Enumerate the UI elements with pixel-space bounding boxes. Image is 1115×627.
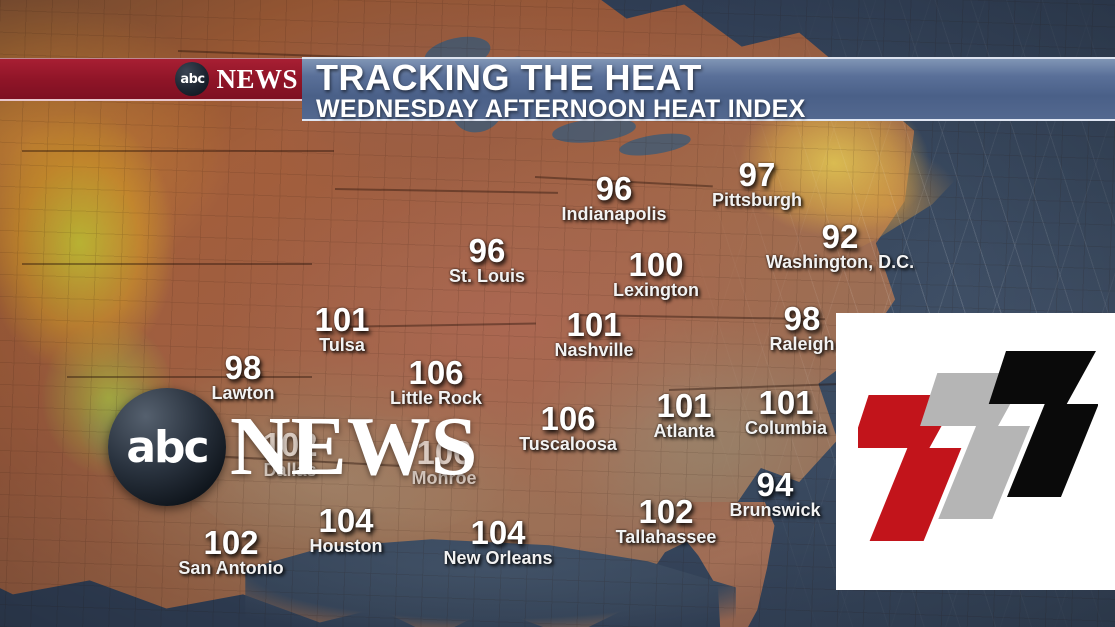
news-logo-text: NEWS <box>216 63 298 94</box>
city-name: Lexington <box>613 280 699 300</box>
city-label: 106 Monroe <box>411 434 477 488</box>
temperature-value: 101 <box>566 306 622 343</box>
city-name: Pittsburgh <box>712 190 802 210</box>
abc-logo-text: abc <box>180 71 205 87</box>
city-name: Houston <box>309 536 383 556</box>
abc-news-logo: abc NEWS <box>175 62 298 96</box>
city-label: 106 Tuscaloosa <box>519 400 617 454</box>
watermark-abc-text: abc <box>126 421 209 473</box>
temperature-value: 102 <box>203 524 259 561</box>
city-label: 102 San Antonio <box>178 524 284 578</box>
temperature-value: 104 <box>470 514 526 551</box>
temperature-value: 101 <box>758 384 814 421</box>
city-label: 104 New Orleans <box>443 514 553 568</box>
city-label: 96 Indianapolis <box>561 170 667 224</box>
title-bar: TRACKING THE HEAT WEDNESDAY AFTERNOON HE… <box>302 57 1115 123</box>
temperature-value: 106 <box>540 400 596 437</box>
temperature-value: 98 <box>224 349 262 386</box>
temperature-value: 102 <box>262 426 318 463</box>
city-label: 106 Little Rock <box>389 354 483 408</box>
city-label: 98 Raleigh <box>769 300 835 354</box>
temperature-value: 106 <box>408 354 464 391</box>
city-name: Indianapolis <box>561 204 667 224</box>
city-label: 92 Washington, D.C. <box>765 218 915 272</box>
city-name: New Orleans <box>443 548 553 568</box>
network-logo-bar: abc NEWS <box>0 58 320 101</box>
ttt-logo-box <box>836 313 1115 590</box>
temperature-value: 101 <box>314 301 370 338</box>
city-label: 101 Nashville <box>554 306 634 360</box>
city-name: Tulsa <box>319 335 365 355</box>
city-name: Raleigh <box>769 334 835 354</box>
city-label: 94 Brunswick <box>729 466 821 520</box>
city-name: Dallas <box>263 460 317 480</box>
temperature-value: 96 <box>468 232 506 269</box>
watermark-news-text: NEWS <box>230 400 478 493</box>
city-label: 104 Houston <box>309 502 383 556</box>
temperature-value: 97 <box>738 156 776 193</box>
city-label: 102 Dallas <box>262 426 318 480</box>
abc-news-watermark: abc NEWS <box>108 388 477 506</box>
temperature-value: 104 <box>318 502 374 539</box>
city-name: Columbia <box>744 418 828 438</box>
page-subtitle: WEDNESDAY AFTERNOON HEAT INDEX <box>316 95 806 123</box>
city-label: 102 Tallahassee <box>615 493 717 547</box>
city-name: Tuscaloosa <box>519 434 617 454</box>
city-name: St. Louis <box>449 266 525 286</box>
abc-circle-icon: abc <box>108 388 226 506</box>
temperature-value: 101 <box>656 387 712 424</box>
city-name: Monroe <box>411 468 477 488</box>
ttt-logo-icon <box>858 351 1098 541</box>
city-name: Atlanta <box>653 421 715 441</box>
temperature-value: 106 <box>416 434 472 471</box>
city-name: Brunswick <box>729 500 821 520</box>
temperature-value: 102 <box>638 493 694 530</box>
temperature-value: 92 <box>821 218 859 255</box>
city-name: Little Rock <box>389 388 483 408</box>
city-name: San Antonio <box>178 558 284 578</box>
temperature-value: 96 <box>595 170 633 207</box>
header-banner: abc NEWS TRACKING THE HEAT WEDNESDAY AFT… <box>0 57 1115 123</box>
temperature-value: 98 <box>783 300 821 337</box>
city-name: Nashville <box>554 340 634 360</box>
city-label: 96 St. Louis <box>449 232 525 286</box>
city-label: 101 Columbia <box>744 384 828 438</box>
city-label: 100 Lexington <box>613 246 699 300</box>
city-label: 97 Pittsburgh <box>712 156 802 210</box>
temperature-value: 94 <box>756 466 794 503</box>
page-title: TRACKING THE HEAT <box>316 57 702 98</box>
temperature-value: 100 <box>628 246 684 283</box>
city-name: Tallahassee <box>615 527 717 547</box>
city-label: 101 Tulsa <box>314 301 370 355</box>
city-name: Washington, D.C. <box>765 252 915 272</box>
city-label: 101 Atlanta <box>653 387 715 441</box>
city-name: Lawton <box>211 383 275 403</box>
abc-circle-icon: abc <box>175 62 210 96</box>
city-label: 98 Lawton <box>211 349 275 403</box>
